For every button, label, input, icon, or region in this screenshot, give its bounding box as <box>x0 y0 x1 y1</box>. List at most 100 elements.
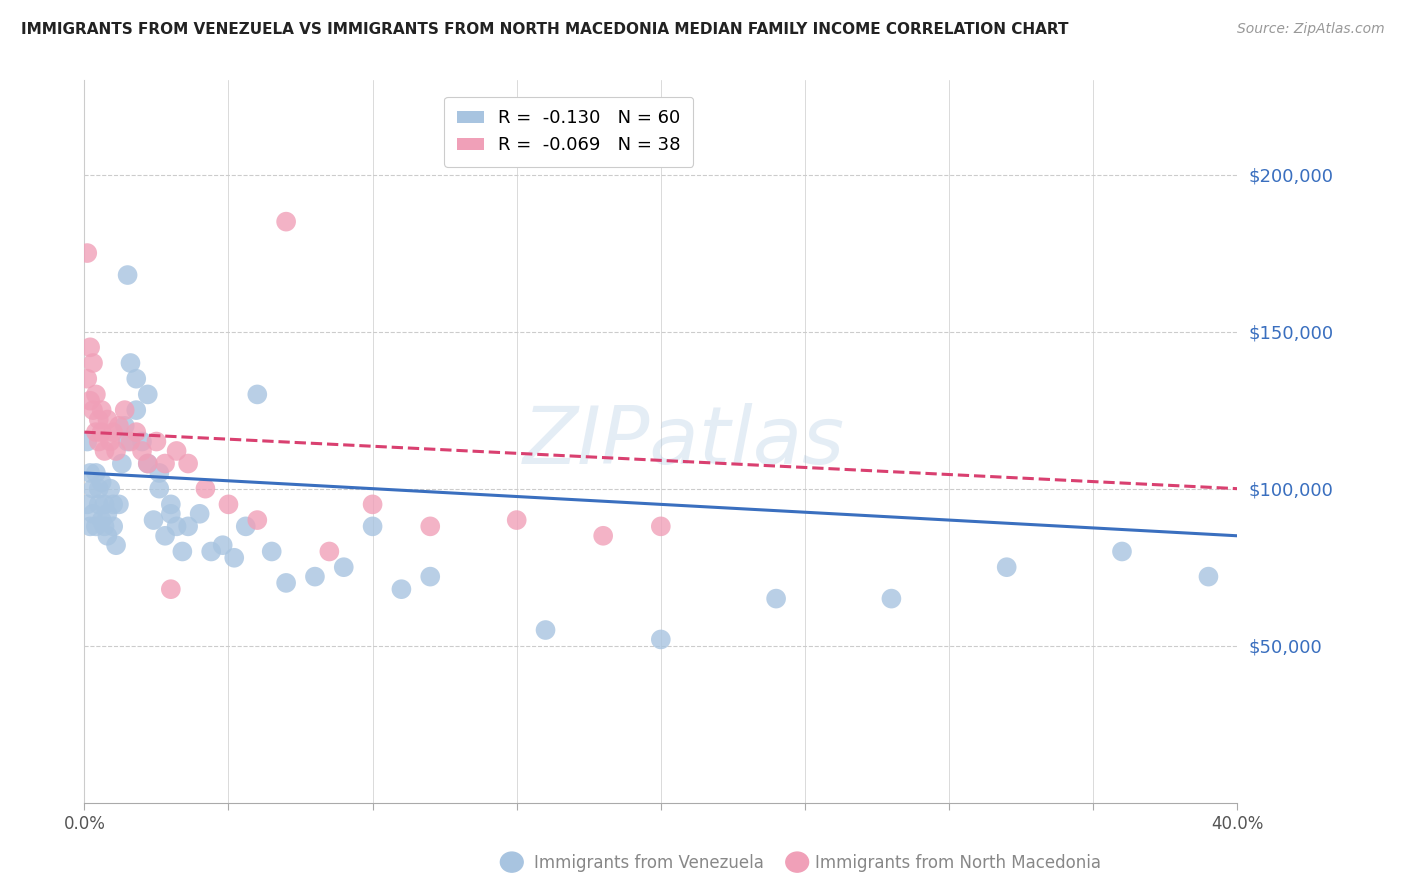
Point <box>105 444 128 458</box>
Point <box>103 497 124 511</box>
Point <box>1111 544 1133 558</box>
Point <box>318 544 340 558</box>
Point <box>93 444 115 458</box>
Point <box>160 582 183 597</box>
Point <box>246 513 269 527</box>
Point <box>87 497 110 511</box>
Point <box>592 529 614 543</box>
Text: Immigrants from Venezuela: Immigrants from Venezuela <box>534 855 763 872</box>
Point <box>391 582 413 597</box>
Point <box>79 466 101 480</box>
Point <box>84 466 107 480</box>
Point <box>172 544 194 558</box>
Point <box>177 519 200 533</box>
Point <box>105 538 128 552</box>
Point <box>166 519 188 533</box>
Point <box>96 507 118 521</box>
Point <box>114 418 136 433</box>
Point <box>82 482 104 496</box>
Point <box>136 457 159 471</box>
Point <box>76 497 98 511</box>
Point <box>76 372 98 386</box>
Point <box>131 434 153 449</box>
Point <box>103 425 124 439</box>
Point <box>506 513 529 527</box>
Point <box>79 393 101 408</box>
Point <box>90 425 112 439</box>
Point <box>84 387 107 401</box>
Text: Immigrants from North Macedonia: Immigrants from North Macedonia <box>815 855 1101 872</box>
Point <box>98 482 121 496</box>
Point <box>211 538 233 552</box>
Circle shape <box>786 852 808 872</box>
Point <box>79 340 101 354</box>
Point <box>145 434 167 449</box>
Text: IMMIGRANTS FROM VENEZUELA VS IMMIGRANTS FROM NORTH MACEDONIA MEDIAN FAMILY INCOM: IMMIGRANTS FROM VENEZUELA VS IMMIGRANTS … <box>21 22 1069 37</box>
Point <box>96 412 118 426</box>
Point <box>534 623 557 637</box>
Point <box>650 519 672 533</box>
Point <box>117 268 139 282</box>
Point <box>108 418 131 433</box>
Point <box>120 434 142 449</box>
Point <box>276 575 298 590</box>
Point <box>160 497 183 511</box>
Legend: R =  -0.130   N = 60, R =  -0.069   N = 38: R = -0.130 N = 60, R = -0.069 N = 38 <box>444 96 693 167</box>
Point <box>79 519 101 533</box>
Point <box>136 387 159 401</box>
Point <box>361 497 384 511</box>
Point <box>260 544 283 558</box>
Point <box>87 412 110 426</box>
Point <box>160 507 183 521</box>
Circle shape <box>501 852 523 872</box>
Text: Source: ZipAtlas.com: Source: ZipAtlas.com <box>1237 22 1385 37</box>
Point <box>148 466 170 480</box>
Point <box>93 519 115 533</box>
Point <box>304 569 326 583</box>
Point <box>125 372 148 386</box>
Point <box>93 497 115 511</box>
Point <box>235 519 257 533</box>
Point <box>108 497 131 511</box>
Point <box>765 591 787 606</box>
Point <box>1198 569 1220 583</box>
Point <box>84 519 107 533</box>
Point <box>361 519 384 533</box>
Point <box>419 569 441 583</box>
Point <box>125 403 148 417</box>
Point <box>218 497 240 511</box>
Point <box>419 519 441 533</box>
Point <box>82 507 104 521</box>
Point <box>200 544 222 558</box>
Point <box>153 457 176 471</box>
Point <box>82 403 104 417</box>
Point <box>224 550 246 565</box>
Point <box>148 482 170 496</box>
Point <box>153 529 176 543</box>
Point <box>142 513 165 527</box>
Point <box>166 444 188 458</box>
Point <box>125 425 148 439</box>
Point <box>995 560 1018 574</box>
Point <box>98 434 121 449</box>
Point <box>177 457 200 471</box>
Point <box>76 434 98 449</box>
Point <box>84 425 107 439</box>
Point <box>111 457 134 471</box>
Point <box>136 457 159 471</box>
Point <box>131 444 153 458</box>
Point <box>76 246 98 260</box>
Point <box>87 434 110 449</box>
Point <box>194 482 217 496</box>
Point <box>188 507 211 521</box>
Point <box>103 519 124 533</box>
Point <box>117 434 139 449</box>
Point <box>90 513 112 527</box>
Point <box>120 356 142 370</box>
Point <box>114 403 136 417</box>
Point <box>650 632 672 647</box>
Point <box>333 560 356 574</box>
Point <box>880 591 903 606</box>
Point <box>276 214 298 228</box>
Point <box>246 387 269 401</box>
